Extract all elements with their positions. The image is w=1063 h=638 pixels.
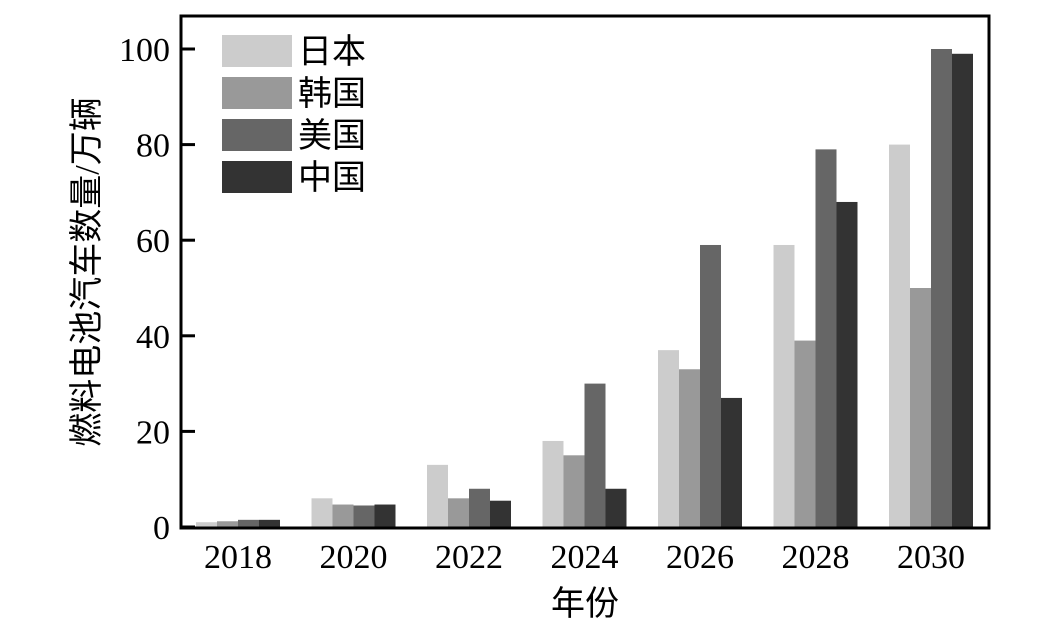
y-axis: 0 20 40 60 80 100 — [119, 32, 195, 547]
x-axis-label: 年份 — [551, 585, 619, 623]
legend-swatch — [222, 77, 292, 109]
y-tick-label: 0 — [153, 510, 170, 547]
bar-2022-series-2 — [469, 488, 490, 527]
bar-2024-series-2 — [584, 383, 606, 527]
x-axis: 2018 2020 2022 2024 2026 2028 2030 — [204, 539, 965, 576]
bar-2030-series-0 — [889, 144, 910, 527]
legend-swatch — [222, 119, 292, 151]
legend-label: 中国 — [298, 159, 366, 197]
bar-2030-series-3 — [952, 53, 973, 527]
y-axis-label: 燃料电池汽车数量/万辆 — [68, 97, 106, 446]
y-tick-label: 80 — [136, 128, 170, 165]
bar-2022-series-1 — [448, 498, 469, 527]
bar-2020-series-2 — [353, 505, 375, 527]
bar-2018-series-0 — [196, 522, 217, 527]
y-tick-label: 60 — [136, 223, 170, 260]
x-tick-label: 2028 — [782, 539, 850, 576]
bar-2028-series-3 — [836, 201, 858, 527]
bar-2018-series-3 — [259, 519, 280, 527]
legend-swatch — [222, 161, 292, 193]
bar-2030-series-1 — [910, 288, 931, 527]
bar-2024-series-1 — [563, 455, 585, 527]
bar-2028-series-1 — [794, 340, 816, 527]
bar-2024-series-0 — [542, 440, 564, 527]
x-tick-label: 2026 — [666, 539, 734, 576]
x-tick-label: 2020 — [320, 539, 388, 576]
bar-2028-series-2 — [815, 149, 837, 527]
legend-label: 美国 — [298, 117, 366, 155]
bar-2020-series-0 — [311, 498, 333, 527]
bar-2020-series-3 — [374, 504, 396, 527]
bar-2026-series-0 — [658, 350, 679, 527]
bar-2022-series-0 — [427, 464, 448, 527]
bar-2022-series-3 — [490, 500, 511, 527]
bar-2030-series-2 — [931, 49, 952, 527]
legend-label: 韩国 — [298, 75, 366, 113]
bar-2028-series-0 — [773, 244, 795, 528]
legend-label: 日本 — [298, 33, 366, 71]
x-tick-label: 2022 — [435, 539, 503, 576]
bar-2026-series-3 — [721, 397, 742, 527]
bar-2026-series-2 — [700, 244, 721, 528]
bar-2026-series-1 — [679, 369, 700, 527]
y-tick-label: 40 — [136, 319, 170, 356]
plot-frame — [179, 14, 991, 530]
x-tick-label: 2030 — [897, 539, 965, 576]
bars-group — [196, 49, 973, 528]
bar-2020-series-1 — [332, 504, 354, 527]
bar-2018-series-2 — [238, 519, 259, 527]
bar-2024-series-3 — [605, 488, 627, 527]
y-tick-label: 20 — [136, 414, 170, 451]
y-tick-label: 100 — [119, 32, 170, 69]
legend-swatch — [222, 35, 292, 67]
x-tick-label: 2024 — [551, 539, 619, 576]
x-tick-label: 2018 — [204, 539, 272, 576]
bar-2018-series-1 — [217, 521, 238, 527]
